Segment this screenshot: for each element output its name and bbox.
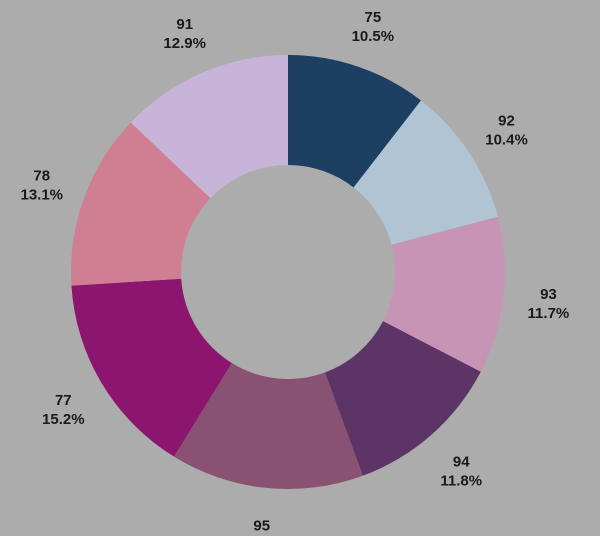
slice-95 [174,363,363,490]
slice-78 [71,122,211,286]
slice-percent-77: 15.2% [42,411,85,428]
slice-percent-91: 12.9% [163,35,206,52]
slice-label-77: 77 [55,392,72,409]
slice-percent-75: 10.5% [352,28,395,45]
slice-94 [324,321,481,476]
slice-92 [353,100,498,245]
slice-77 [71,278,232,457]
slice-label-94: 94 [453,454,470,471]
slice-label-91: 91 [176,16,193,33]
slice-label-92: 92 [498,112,515,129]
donut-slices [71,55,505,490]
slice-75 [288,55,422,188]
slice-percent-78: 13.1% [20,186,63,203]
slice-percent-92: 10.4% [485,131,528,148]
slice-label-75: 75 [365,9,382,26]
slice-91 [130,55,288,199]
slice-percent-94: 11.8% [440,473,482,490]
slice-93 [383,216,505,372]
slice-labels: 7510.5%9210.4%9311.7%9411.8%9514.4%7715.… [20,9,570,535]
slice-label-93: 93 [540,286,557,303]
slice-label-95: 95 [253,518,270,535]
slice-label-78: 78 [33,167,50,184]
slice-percent-93: 11.7% [528,305,570,322]
